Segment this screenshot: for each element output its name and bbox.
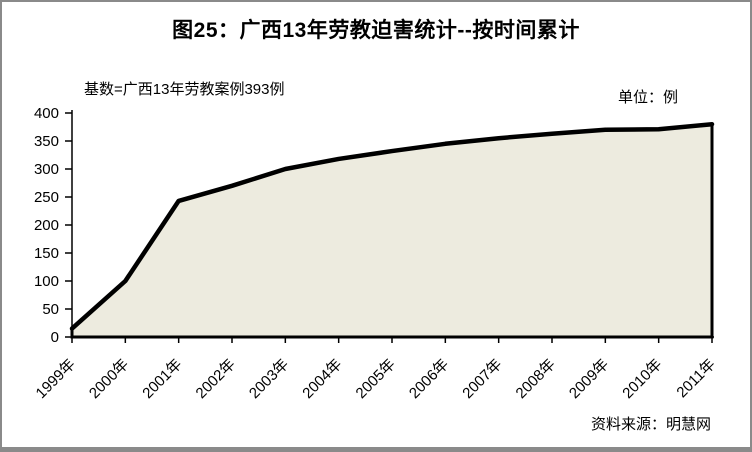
unit-label: 单位：例 [617,89,678,106]
x-tick-label: 2011年 [673,356,718,401]
chart-title: 图25：广西13年劳教迫害统计--按时间累计 [172,19,580,42]
y-tick-label: 400 [34,105,59,122]
x-tick-label: 2003年 [246,356,292,402]
x-tick-label: 2009年 [566,356,612,402]
x-tick-label: 1999年 [33,356,79,402]
source-label: 资料来源：明慧网 [590,416,711,433]
y-tick-label: 200 [34,217,59,234]
x-tick-label: 2006年 [406,356,452,402]
series-line [69,121,715,331]
x-tick-label: 2008年 [513,356,559,402]
x-tick-label: 2010年 [619,356,665,402]
chart-subtitle: 基数=广西13年劳教案例393例 [84,81,285,98]
x-tick-label: 2002年 [193,356,239,402]
y-tick-label: 150 [34,245,59,262]
y-tick-label: 100 [34,273,59,290]
y-tick-label: 300 [34,161,59,178]
y-tick-label: 0 [51,329,59,346]
area-series [70,122,714,339]
y-tick-label: 50 [42,301,59,318]
x-tick-label: 2004年 [299,356,345,402]
y-tick-label: 250 [34,189,59,206]
x-tick-label: 2007年 [459,356,505,402]
x-tick-label: 2001年 [139,356,185,402]
y-tick-label: 350 [34,133,59,150]
x-tick-label: 2005年 [353,356,399,402]
x-tick-label: 2000年 [86,356,132,402]
